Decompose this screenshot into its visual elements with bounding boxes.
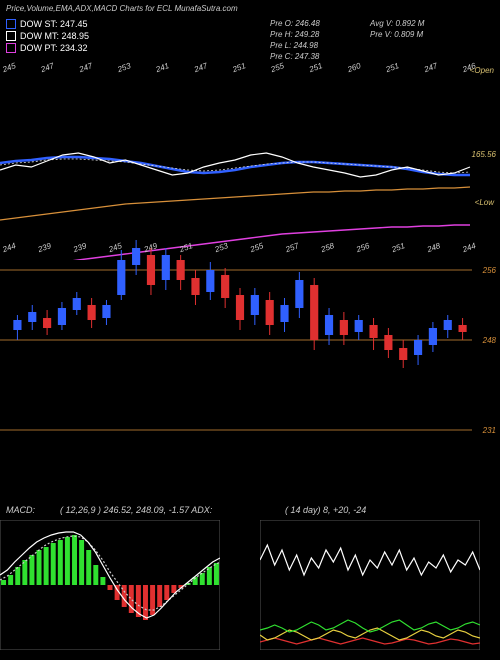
macd-params: ( 12,26,9 ) 246.52, 248.09, -1.57 ADX: [60,505,212,515]
legend-pt: DOW PT: 234.32 [6,42,89,54]
candle-chart: 256 248 231 [0,210,500,470]
svg-text:251: 251 [384,61,401,74]
vol-block: Avg V: 0.892 M Pre V: 0.809 M [370,18,424,40]
svg-text:231: 231 [482,426,496,435]
macd-label: MACD: [6,505,35,515]
svg-text:255: 255 [269,61,286,75]
ohlc-block: Pre O: 246.48 Pre H: 249.28 Pre L: 244.9… [270,18,320,62]
svg-text:241: 241 [154,61,171,74]
low-tag: <Low [475,198,494,207]
adx-chart [260,520,480,650]
svg-text:247: 247 [77,61,94,75]
open-tag: <Open [470,66,494,75]
legend-box-pt [6,43,16,53]
ohlc-h: Pre H: 249.28 [270,29,320,40]
legend: DOW ST: 247.45 DOW MT: 248.95 DOW PT: 23… [6,18,89,54]
svg-text:248: 248 [482,336,497,345]
legend-st: DOW ST: 247.45 [6,18,89,30]
chart-title: Price,Volume,EMA,ADX,MACD Charts for ECL… [6,4,238,13]
svg-text:247: 247 [192,61,209,75]
ohlc-l: Pre L: 244.98 [270,40,320,51]
svg-text:247: 247 [422,61,439,75]
svg-text:245: 245 [0,61,17,75]
price-tag: 165.56 [472,150,496,159]
svg-text:253: 253 [115,61,132,75]
vol-pre: Pre V: 0.809 M [370,29,424,40]
macd-chart [0,520,220,650]
svg-text:256: 256 [482,266,497,275]
legend-box-st [6,19,16,29]
svg-text:251: 251 [230,61,247,74]
legend-mt-label: DOW MT: 248.95 [20,30,89,42]
adx-params: ( 14 day) 8, +20, -24 [285,505,366,515]
legend-mt: DOW MT: 248.95 [6,30,89,42]
svg-text:251: 251 [307,61,324,74]
legend-pt-label: DOW PT: 234.32 [20,42,88,54]
legend-st-label: DOW ST: 247.45 [20,18,88,30]
vol-avg: Avg V: 0.892 M [370,18,424,29]
ohlc-o: Pre O: 246.48 [270,18,320,29]
legend-box-mt [6,31,16,41]
svg-text:247: 247 [39,61,56,75]
svg-text:260: 260 [345,61,362,75]
